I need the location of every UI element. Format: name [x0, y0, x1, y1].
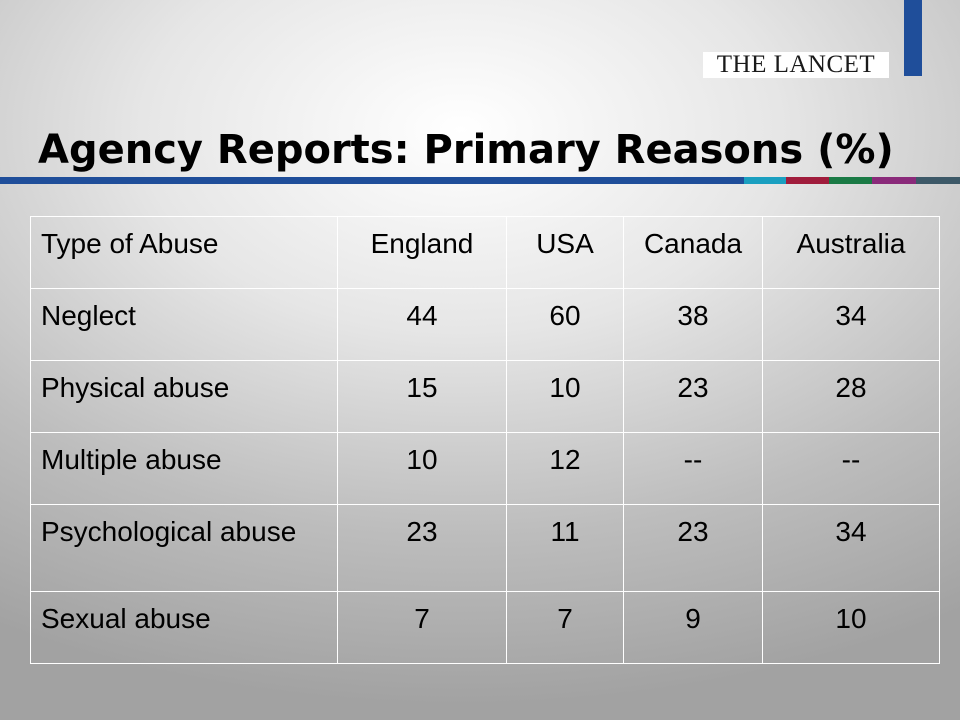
cell-canada: 9 — [623, 591, 763, 664]
cell-usa: 7 — [506, 591, 624, 664]
stripe-segment-blue — [0, 177, 744, 184]
cell-canada: 23 — [623, 504, 763, 592]
table-row: Physical abuse 15 10 23 28 — [30, 360, 940, 433]
cell-england: 23 — [337, 504, 507, 592]
row-label: Psychological abuse — [30, 504, 338, 592]
cell-usa: 60 — [506, 288, 624, 361]
row-label: Multiple abuse — [30, 432, 338, 505]
abuse-reasons-table: Type of Abuse England USA Canada Austral… — [30, 216, 940, 664]
row-label: Neglect — [30, 288, 338, 361]
cell-england: 7 — [337, 591, 507, 664]
cell-australia: 34 — [762, 288, 940, 361]
cell-usa: 11 — [506, 504, 624, 592]
cell-australia: -- — [762, 432, 940, 505]
table-row: Neglect 44 60 38 34 — [30, 288, 940, 361]
slide-title: Agency Reports: Primary Reasons (%) — [38, 127, 894, 173]
cell-canada: 38 — [623, 288, 763, 361]
cell-canada: 23 — [623, 360, 763, 433]
stripe-segment-slate — [916, 177, 960, 184]
cell-australia: 34 — [762, 504, 940, 592]
table-header-row: Type of Abuse England USA Canada Austral… — [30, 216, 940, 289]
header-usa: USA — [506, 216, 624, 289]
cell-england: 15 — [337, 360, 507, 433]
cell-australia: 28 — [762, 360, 940, 433]
header-type-of-abuse: Type of Abuse — [30, 216, 338, 289]
table-row: Multiple abuse 10 12 -- -- — [30, 432, 940, 505]
table-row: Sexual abuse 7 7 9 10 — [30, 591, 940, 664]
cell-england: 44 — [337, 288, 507, 361]
stripe-segment-green — [829, 177, 872, 184]
header-australia: Australia — [762, 216, 940, 289]
cell-england: 10 — [337, 432, 507, 505]
table-row: Psychological abuse 23 11 23 34 — [30, 504, 940, 592]
stripe-segment-purple — [872, 177, 916, 184]
cell-canada: -- — [623, 432, 763, 505]
header-canada: Canada — [623, 216, 763, 289]
row-label: Physical abuse — [30, 360, 338, 433]
header-england: England — [337, 216, 507, 289]
lancet-logo: THE LANCET — [703, 52, 889, 78]
cell-australia: 10 — [762, 591, 940, 664]
row-label: Sexual abuse — [30, 591, 338, 664]
logo-bar — [904, 0, 922, 76]
cell-usa: 12 — [506, 432, 624, 505]
stripe-segment-cyan — [744, 177, 786, 184]
stripe-segment-red — [786, 177, 829, 184]
cell-usa: 10 — [506, 360, 624, 433]
